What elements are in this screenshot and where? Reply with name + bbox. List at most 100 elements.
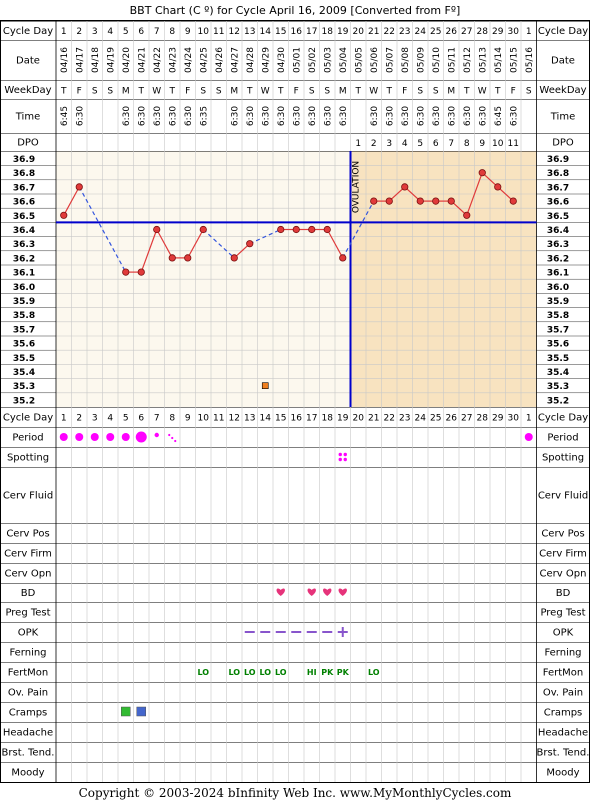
y-tick-label-right: 36.1 <box>547 269 569 279</box>
date-label: 04/26 <box>215 47 225 73</box>
y-tick-label-right: 36.3 <box>547 240 569 250</box>
date-label: 04/21 <box>137 47 147 73</box>
spotting-marker <box>343 452 347 457</box>
temp-point <box>339 254 347 262</box>
time-label: 6:45 <box>60 106 70 126</box>
temp-point <box>416 197 424 205</box>
time-label: 6:30 <box>401 106 411 126</box>
date-label: 04/18 <box>91 47 101 73</box>
cycle-day-number: 16 <box>291 27 303 37</box>
time-label: 6:30 <box>246 106 256 126</box>
y-tick-label: 35.7 <box>13 325 35 335</box>
cycle-day-number-bottom: 3 <box>92 414 98 424</box>
temp-point <box>230 254 238 262</box>
weekday-label: S <box>200 87 206 97</box>
spotting-marker <box>338 457 342 462</box>
row-label-period: Period <box>12 433 43 444</box>
date-label: 04/25 <box>199 47 209 73</box>
row-label-spotting: Spotting <box>7 453 49 464</box>
y-tick-label: 36.4 <box>13 226 35 236</box>
row-label-date: Date <box>16 56 40 67</box>
cycle-day-number: 28 <box>477 27 489 37</box>
y-tick-label: 36.7 <box>13 183 35 193</box>
period-marker <box>174 439 177 443</box>
cycle-day-number: 9 <box>185 27 191 37</box>
temp-point <box>370 197 378 205</box>
row-label-ov_pain: Ov. Pain <box>8 688 48 699</box>
row-label-cycle_day: Cycle Day <box>3 26 53 37</box>
row-label-right-opk: OPK <box>553 628 574 639</box>
y-tick-label: 36.1 <box>13 269 35 279</box>
row-label-right-cerv_firm: Cerv Firm <box>539 549 587 560</box>
cycle-day-number: 11 <box>213 27 224 37</box>
cycle-day-number: 8 <box>169 27 175 37</box>
cycle-day-number: 18 <box>322 27 334 37</box>
cycle-day-number: 3 <box>92 27 98 37</box>
cycle-day-number-bottom: 16 <box>291 414 303 424</box>
date-label: 05/11 <box>447 47 457 73</box>
cycle-day-number-bottom: 27 <box>461 414 472 424</box>
dpo-label: 1 <box>355 139 361 149</box>
row-label-cerv_opn: Cerv Opn <box>5 569 52 580</box>
row-label-cerv_pos: Cerv Pos <box>6 529 49 540</box>
cycle-day-number-bottom: 17 <box>306 414 317 424</box>
temp-point <box>509 197 517 205</box>
y-tick-label-right: 35.7 <box>547 325 569 335</box>
temp-gap-segment <box>249 228 281 245</box>
fertmon-reading: PK <box>337 668 350 677</box>
cycle-day-number-bottom: 30 <box>508 414 520 424</box>
cycle-day-number-bottom: 25 <box>430 414 441 424</box>
date-label: 04/30 <box>277 47 287 73</box>
time-label: 6:30 <box>432 106 442 126</box>
fertmon-reading: LO <box>244 668 256 677</box>
date-label: 05/16 <box>525 47 535 73</box>
cycle-day-number: 15 <box>275 27 286 37</box>
date-label: 04/23 <box>168 47 178 73</box>
cycle-day-number: 27 <box>461 27 472 37</box>
weekday-label: F <box>511 87 516 97</box>
cycle-day-number-bottom: 7 <box>154 414 160 424</box>
y-tick-label: 35.6 <box>13 340 35 350</box>
cycle-day-number: 21 <box>368 27 379 37</box>
weekday-label: M <box>447 87 455 97</box>
period-marker <box>75 433 84 441</box>
fertmon-reading: LO <box>228 668 240 677</box>
cycle-day-number-bottom: 21 <box>368 414 379 424</box>
temp-point <box>199 225 207 234</box>
row-label-right-time: Time <box>550 112 575 123</box>
date-label: 04/19 <box>106 47 116 73</box>
y-tick-label: 36.3 <box>13 240 35 250</box>
dpo-label: 2 <box>371 139 377 149</box>
weekday-label: F <box>402 87 407 97</box>
temp-point <box>122 268 130 276</box>
time-label: 6:30 <box>385 106 395 126</box>
y-tick-label-right: 36.8 <box>547 169 569 179</box>
time-label: 6:30 <box>168 106 178 126</box>
cycle-day-number: 1 <box>61 27 67 37</box>
dpo-label: 11 <box>508 139 519 149</box>
cycle-day-number: 23 <box>399 27 410 37</box>
time-label: 6:30 <box>308 106 318 126</box>
cycle-day-number-bottom: 8 <box>169 414 175 424</box>
row-label-cycle_day: Cycle Day <box>3 413 53 424</box>
weekday-label: T <box>60 87 67 97</box>
chart-title: BBT Chart (C º) for Cycle April 16, 2009… <box>130 4 461 17</box>
temp-point <box>323 225 331 234</box>
date-label: 04/16 <box>60 47 70 73</box>
row-label-right-weekday: WeekDay <box>539 85 586 96</box>
spotting-marker <box>338 452 342 457</box>
temp-point <box>401 183 409 191</box>
y-tick-label: 36.9 <box>13 155 35 165</box>
period-marker <box>59 433 68 441</box>
weekday-label: S <box>309 87 315 97</box>
time-label: 6:30 <box>277 106 287 126</box>
weekday-label: M <box>230 87 238 97</box>
cycle-day-number-bottom: 12 <box>229 414 240 424</box>
row-label-right-dpo: DPO <box>552 138 574 149</box>
date-label: 04/29 <box>261 47 271 73</box>
time-label: 6:30 <box>478 106 488 126</box>
cycle-day-number-bottom: 1 <box>61 414 67 424</box>
cycle-day-number-bottom: 18 <box>322 414 334 424</box>
row-label-right-cycle_day: Cycle Day <box>538 26 588 37</box>
